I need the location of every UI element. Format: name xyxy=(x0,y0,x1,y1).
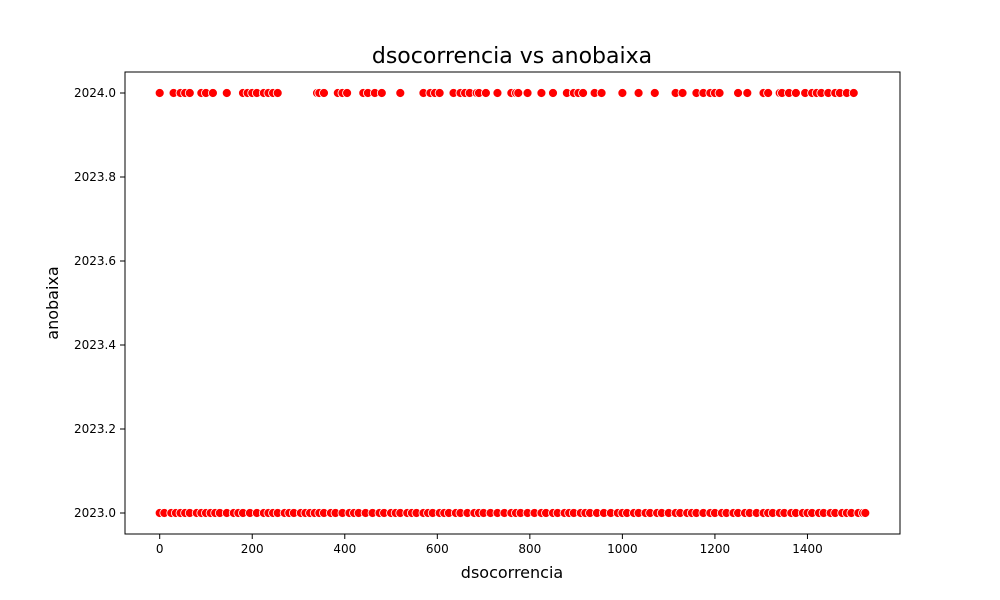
data-point xyxy=(617,88,628,98)
data-point xyxy=(714,88,725,98)
data-point xyxy=(733,88,743,98)
data-point xyxy=(221,88,232,98)
data-point xyxy=(342,88,352,98)
data-point xyxy=(154,88,165,98)
data-point xyxy=(395,88,406,98)
x-tick-label: 800 xyxy=(518,542,541,556)
x-tick-label: 400 xyxy=(333,542,356,556)
data-point xyxy=(763,88,774,98)
chart-title: dsocorrencia vs anobaixa xyxy=(372,44,652,69)
data-point xyxy=(536,88,547,98)
data-point xyxy=(272,88,283,98)
data-points xyxy=(154,88,871,518)
x-tick-label: 0 xyxy=(156,542,164,556)
y-tick-label: 2023.6 xyxy=(74,254,116,268)
y-tick-label: 2023.0 xyxy=(74,506,116,520)
x-axis: 0 200 400 600 800 1000 1200 1400 xyxy=(156,534,823,556)
data-point xyxy=(742,88,753,98)
data-point xyxy=(548,88,558,98)
data-point xyxy=(596,88,607,98)
data-point xyxy=(791,88,801,98)
data-point xyxy=(513,88,524,98)
data-point xyxy=(633,88,644,98)
data-point xyxy=(319,88,329,98)
data-point xyxy=(492,88,503,98)
x-tick-label: 600 xyxy=(426,542,449,556)
data-point xyxy=(208,88,218,98)
plot-area-frame xyxy=(124,71,901,535)
x-tick-label: 1000 xyxy=(607,542,638,556)
y-tick-label: 2024.0 xyxy=(74,86,116,100)
x-tick-label: 200 xyxy=(241,542,264,556)
y-axis-label: anobaixa xyxy=(43,266,62,339)
data-point xyxy=(184,88,195,98)
y-tick-label: 2023.8 xyxy=(74,170,116,184)
data-point xyxy=(376,88,387,98)
y-axis: 2023.0 2023.2 2023.4 2023.6 2023.8 2024.0 xyxy=(74,86,125,520)
y-tick-label: 2023.4 xyxy=(74,338,116,352)
data-point xyxy=(677,88,688,98)
data-point xyxy=(480,88,491,98)
x-tick-label: 1200 xyxy=(700,542,731,556)
data-point xyxy=(578,88,588,98)
data-point xyxy=(860,508,871,518)
data-point xyxy=(848,88,859,98)
data-point xyxy=(434,88,445,98)
data-point xyxy=(522,88,533,98)
x-axis-label: dsocorrencia xyxy=(461,563,563,582)
x-tick-label: 1400 xyxy=(792,542,823,556)
y-tick-label: 2023.2 xyxy=(74,422,116,436)
data-point xyxy=(649,88,660,98)
